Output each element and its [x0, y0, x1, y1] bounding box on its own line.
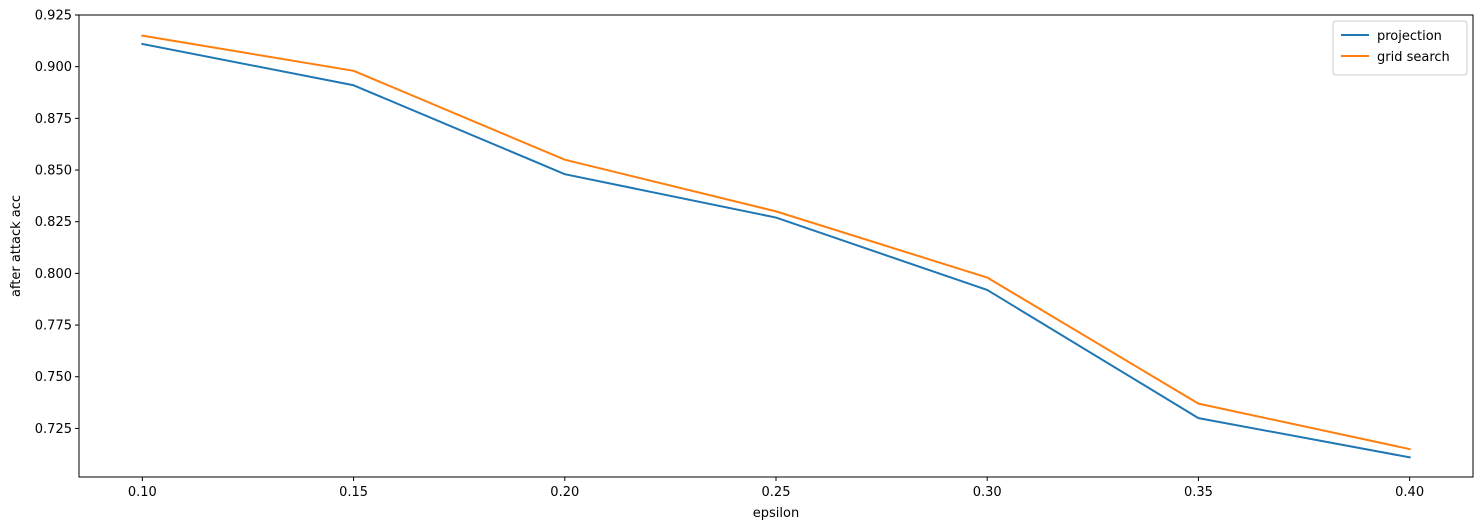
y-tick-label: 0.725 [35, 422, 72, 437]
x-tick-label: 0.40 [1395, 485, 1424, 500]
y-tick-label: 0.875 [35, 112, 72, 127]
x-tick-label: 0.15 [339, 485, 368, 500]
y-tick-label: 0.925 [35, 9, 72, 24]
series-layer [141, 34, 1411, 459]
y-tick-label: 0.900 [35, 60, 72, 75]
legend-label: projection [1377, 29, 1442, 44]
series-line-projection [141, 42, 1411, 459]
x-tick-label: 0.35 [1184, 485, 1213, 500]
y-tick-label: 0.750 [35, 370, 72, 385]
legend-label: grid search [1377, 50, 1450, 65]
y-axis-ticks: 0.725 0.750 0.775 0.800 0.825 0.850 0.875 0.900… [35, 9, 79, 437]
y-tick-label: 0.775 [35, 319, 72, 334]
x-tick-label: 0.10 [128, 485, 157, 500]
y-tick-label: 0.800 [35, 267, 72, 282]
y-tick-label: 0.825 [35, 215, 72, 230]
legend: projection grid search [1332, 20, 1468, 76]
axes-frame [78, 14, 1474, 478]
x-axis-label: epsilon [753, 506, 799, 521]
x-axis-ticks: 0.10 0.15 0.20 0.25 0.30 0.35 0.40 [128, 477, 1424, 500]
x-tick-label: 0.20 [550, 485, 579, 500]
x-tick-label: 0.30 [973, 485, 1002, 500]
y-axis-label: after attack acc [9, 195, 24, 297]
x-tick-label: 0.25 [762, 485, 791, 500]
y-tick-label: 0.850 [35, 164, 72, 179]
series-line-grid-search [141, 34, 1411, 451]
